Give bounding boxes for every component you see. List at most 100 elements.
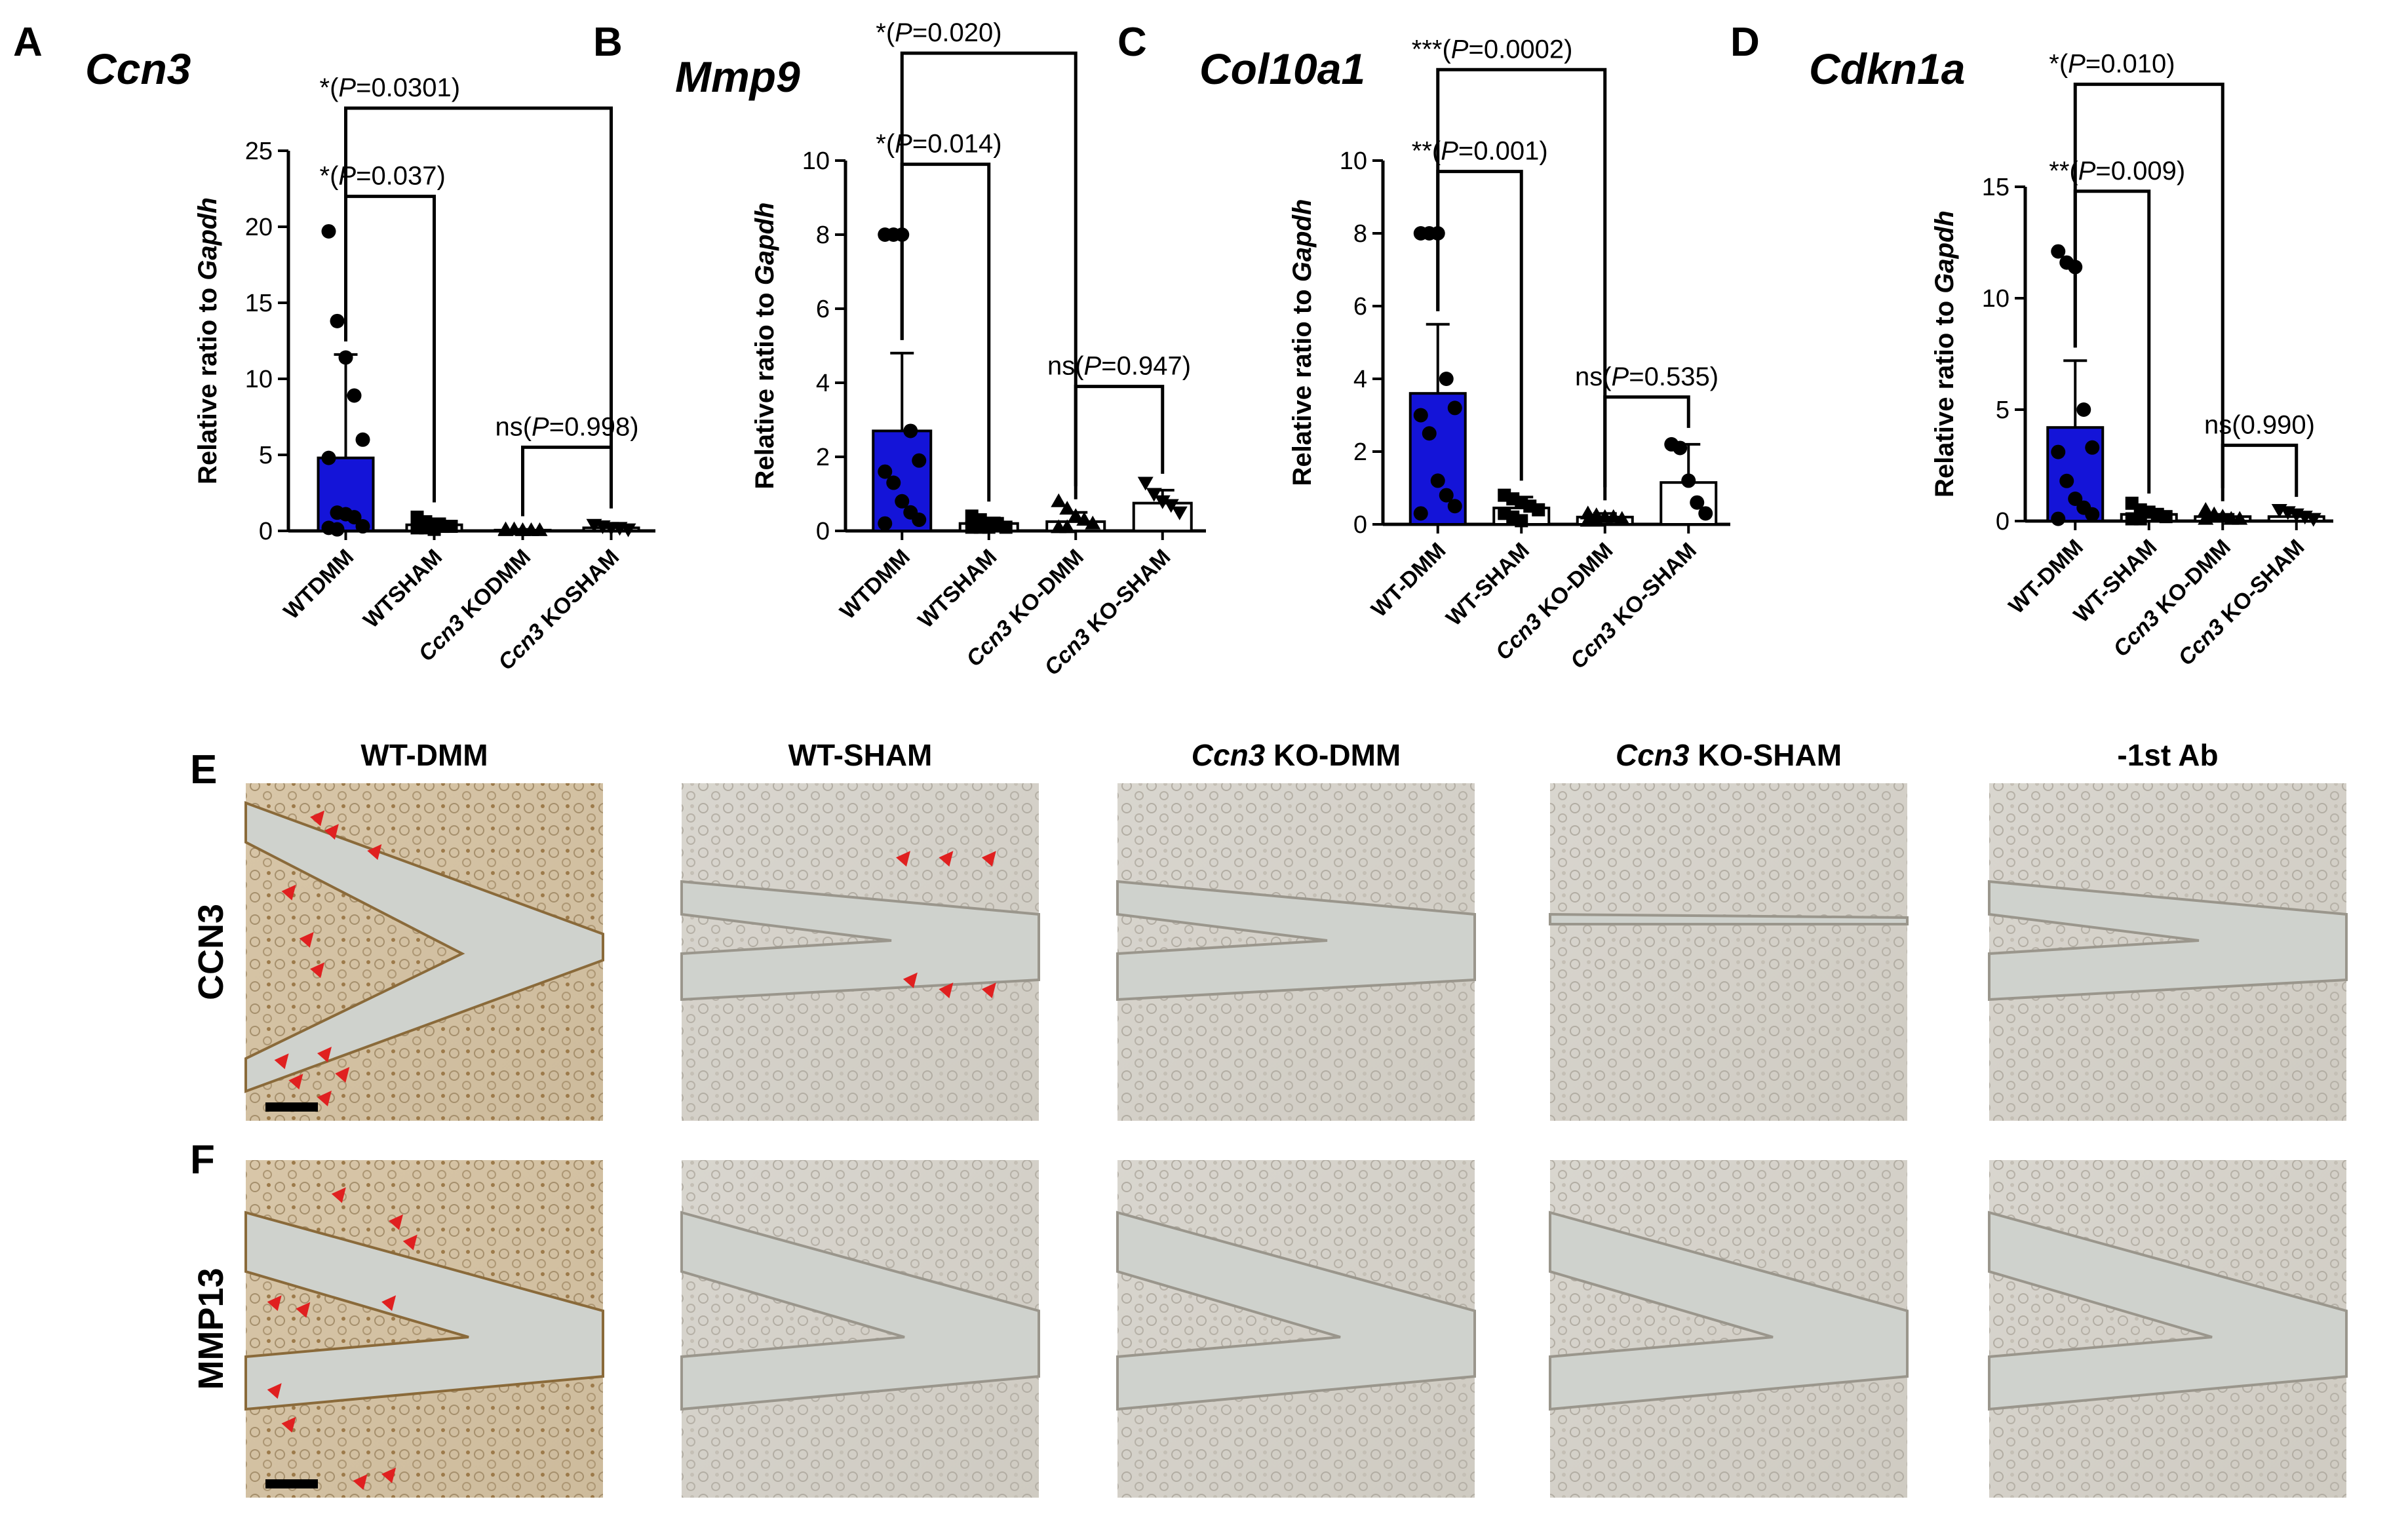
data-point xyxy=(330,313,345,328)
y-tick-label: 25 xyxy=(245,138,273,165)
data-point xyxy=(878,516,893,531)
column-title: Ccn3 KO-SHAM xyxy=(1616,738,1842,772)
x-tick-label: WTDMM xyxy=(835,545,915,625)
y-tick-label: 4 xyxy=(816,370,830,397)
data-point xyxy=(895,494,910,509)
significance-bracket xyxy=(344,195,436,503)
red-arrow-icon xyxy=(367,844,382,860)
significance-label: *(P=0.010) xyxy=(2049,50,2175,79)
data-point xyxy=(1163,499,1179,513)
data-point xyxy=(2085,440,2100,455)
data-point xyxy=(2059,473,2074,488)
data-point xyxy=(1588,513,1604,527)
red-arrow-icon xyxy=(317,1047,332,1062)
data-point xyxy=(1698,506,1713,521)
data-point xyxy=(1413,506,1428,521)
joint-space xyxy=(1549,912,1909,925)
column-title: WT-SHAM xyxy=(788,738,933,772)
x-tick-label: WTDMM xyxy=(279,545,359,625)
y-axis-label: Relative ratio to Gapdh xyxy=(193,197,222,484)
data-point xyxy=(982,520,996,534)
data-point xyxy=(355,519,370,534)
panel-letter: C xyxy=(1117,20,1147,65)
micrograph-2-2 xyxy=(680,1160,1040,1498)
x-tick-label: WTSHAM xyxy=(913,545,1001,633)
data-point xyxy=(1085,515,1101,530)
row-label: MMP13 xyxy=(191,1268,231,1390)
data-point xyxy=(1447,400,1462,416)
data-point xyxy=(886,475,901,490)
y-tick-label: 15 xyxy=(245,290,273,317)
significance-bracket xyxy=(1436,170,1523,481)
panel-letter: F xyxy=(190,1137,215,1182)
red-arrow-icon xyxy=(402,1234,418,1251)
micrograph-2-5 xyxy=(1988,1160,2348,1498)
data-point xyxy=(330,522,345,537)
column-title: WT-DMM xyxy=(360,738,488,772)
red-arrow-icon xyxy=(281,1416,296,1433)
micrograph-1-4 xyxy=(1549,783,1909,1121)
data-point xyxy=(1154,495,1171,509)
red-arrow-icon xyxy=(981,851,996,867)
micrograph-1-1 xyxy=(244,783,604,1121)
chart-panel-a: A Ccn3 Relative ratio to Gapdh 0 5 10 15 20 25 WT… xyxy=(13,20,655,675)
joint-space xyxy=(244,1211,604,1411)
significance-label: ns(0.990) xyxy=(2204,410,2315,439)
red-arrow-icon xyxy=(288,1074,303,1090)
data-point xyxy=(532,522,548,536)
chart-panel-b: B Mmp9 Relative ratio to Gapdh 0 2 4 6 8 10 WTDMM… xyxy=(593,18,1206,680)
data-point xyxy=(2051,444,2066,459)
data-point xyxy=(321,450,336,465)
red-arrow-icon xyxy=(389,1214,403,1230)
red-arrow-icon xyxy=(281,884,296,901)
y-tick-label: 20 xyxy=(245,214,273,241)
data-point xyxy=(999,520,1013,534)
x-tick-label: Ccn3 KO-SHAM xyxy=(2173,535,2309,671)
y-tick-label: 6 xyxy=(816,296,830,323)
data-point xyxy=(912,453,927,468)
red-arrow-icon xyxy=(903,972,918,988)
data-point xyxy=(1171,506,1188,520)
significance-bracket xyxy=(2221,443,2299,501)
data-point xyxy=(1430,473,1445,488)
micrograph-1-2 xyxy=(680,783,1040,1121)
panel-letter: B xyxy=(593,20,623,65)
data-point xyxy=(1422,426,1437,441)
panel-letter: E xyxy=(190,747,217,792)
data-point xyxy=(1614,511,1630,525)
significance-label: ***(P=0.0002) xyxy=(1412,35,1573,64)
joint-space xyxy=(1116,1211,1476,1411)
cell-texture xyxy=(1550,783,1907,1121)
micrograph-2-1 xyxy=(244,1160,604,1498)
significance-label: *(P=0.014) xyxy=(876,130,1001,159)
red-arrow-icon xyxy=(310,962,325,979)
y-tick-label: 5 xyxy=(1996,397,2010,424)
data-point xyxy=(1439,488,1454,503)
data-point xyxy=(912,513,927,528)
data-point xyxy=(1532,503,1545,516)
y-tick-label: 8 xyxy=(816,222,830,249)
joint-space xyxy=(680,880,1040,1001)
data-point xyxy=(2051,244,2066,259)
y-tick-label: 2 xyxy=(816,444,830,471)
y-tick-label: 10 xyxy=(802,147,830,175)
y-tick-label: 6 xyxy=(1353,293,1367,321)
significance-label: ns(P=0.947) xyxy=(1047,352,1191,381)
data-point xyxy=(2051,511,2066,526)
red-arrow-icon xyxy=(324,824,339,840)
y-tick-label: 10 xyxy=(245,366,273,393)
red-arrow-icon xyxy=(939,982,954,999)
data-point xyxy=(347,510,362,525)
data-point xyxy=(444,520,458,534)
significance-label: ns(P=0.998) xyxy=(495,412,638,441)
scale-bar xyxy=(265,1479,318,1488)
panel-letter: A xyxy=(13,20,43,65)
significance-label: *(P=0.0301) xyxy=(320,73,461,102)
joint-space xyxy=(1116,880,1476,1001)
data-point xyxy=(1673,440,1688,456)
data-point xyxy=(2085,507,2100,522)
data-point xyxy=(1059,501,1076,515)
chart-panel-c: C Col10a1 Relative ratio to Gapdh 0 2 4 6 8 10 WT… xyxy=(1117,20,1730,674)
